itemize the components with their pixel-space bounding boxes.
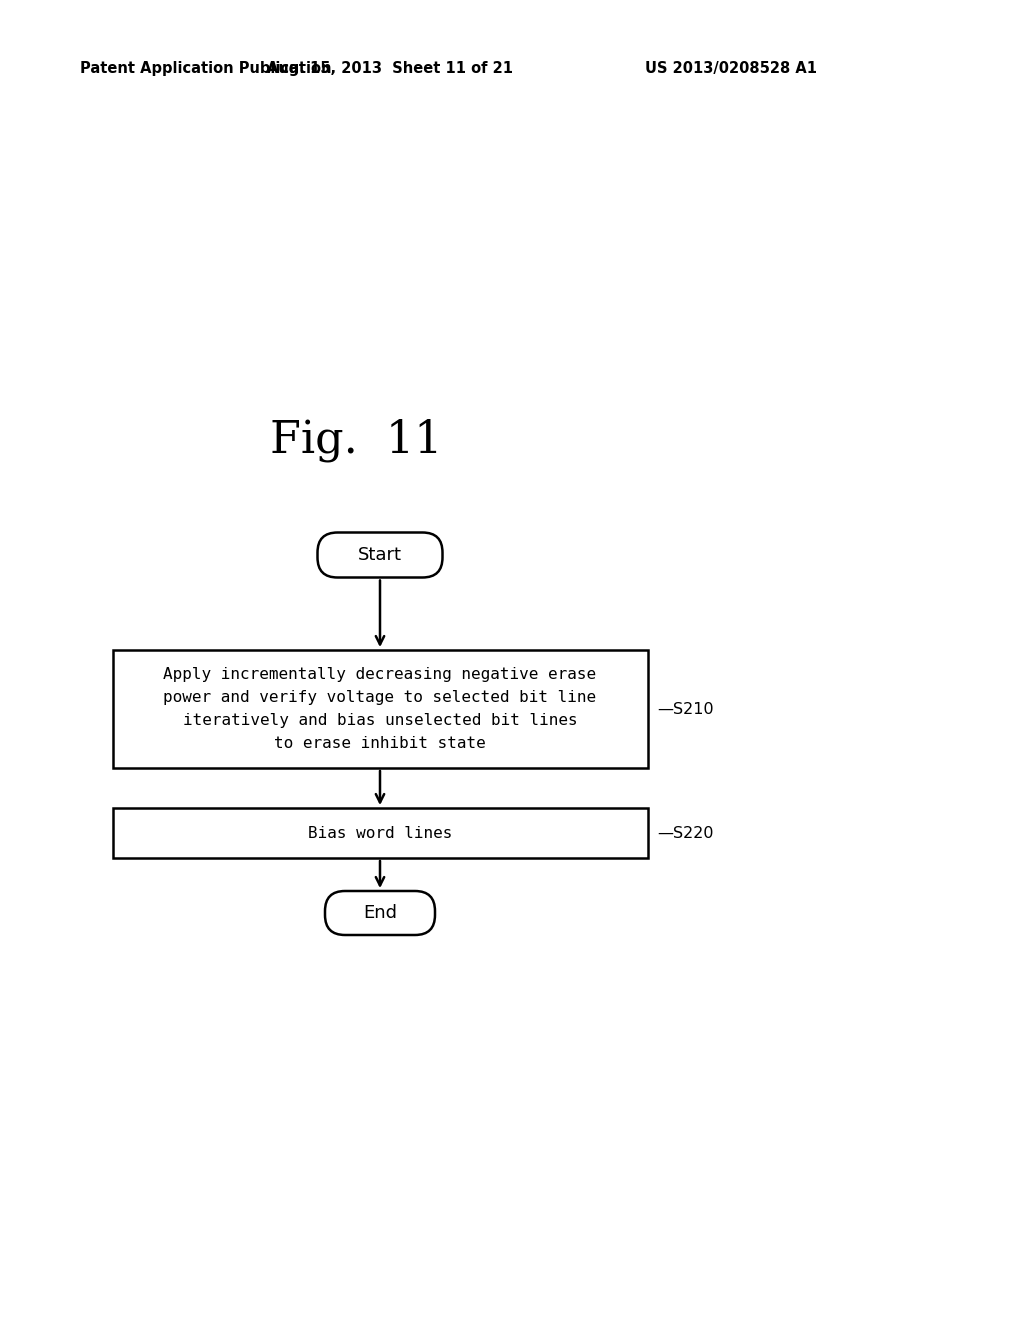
FancyBboxPatch shape — [113, 649, 647, 768]
Text: Patent Application Publication: Patent Application Publication — [80, 61, 332, 75]
Text: Apply incrementally decreasing negative erase
power and verify voltage to select: Apply incrementally decreasing negative … — [164, 668, 597, 751]
Text: —S210: —S210 — [657, 701, 714, 717]
Text: Fig.  11: Fig. 11 — [270, 418, 442, 462]
Text: US 2013/0208528 A1: US 2013/0208528 A1 — [645, 61, 817, 75]
Text: Bias word lines: Bias word lines — [308, 825, 453, 841]
Text: —S220: —S220 — [657, 825, 714, 841]
Text: Aug. 15, 2013  Sheet 11 of 21: Aug. 15, 2013 Sheet 11 of 21 — [267, 61, 513, 75]
FancyBboxPatch shape — [325, 891, 435, 935]
FancyBboxPatch shape — [317, 532, 442, 578]
Text: End: End — [362, 904, 397, 921]
FancyBboxPatch shape — [113, 808, 647, 858]
Text: Start: Start — [358, 546, 402, 564]
